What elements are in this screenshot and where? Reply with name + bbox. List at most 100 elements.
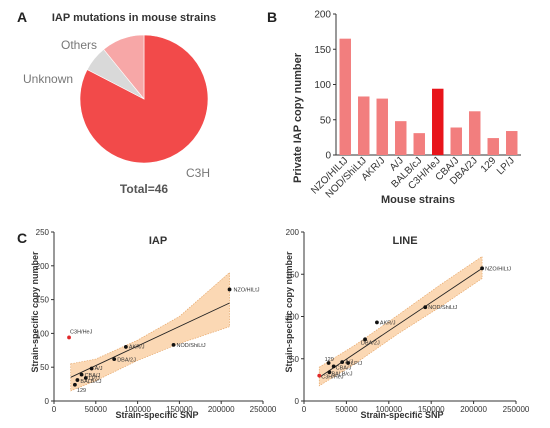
y-tick-label: 150 xyxy=(286,270,300,279)
point-label-cba-j: CBA/J xyxy=(336,365,352,371)
line-x-axis-title: Strain-specific SNP xyxy=(360,410,443,420)
point-label-lp-j: LP/J xyxy=(89,376,100,382)
x-tick-label: 50000 xyxy=(335,405,358,414)
point-lp-j xyxy=(346,361,350,365)
bar-x-axis-title: Mouse strains xyxy=(381,194,455,206)
confidence-band-area xyxy=(318,255,483,387)
y-tick-label: 0 xyxy=(45,397,50,406)
bar-y-tick-label: 100 xyxy=(314,80,331,91)
point-c3h-hej xyxy=(67,335,71,340)
x-tick-label: 50000 xyxy=(85,405,108,414)
point-label-129: 129 xyxy=(77,388,86,394)
line-fit-line xyxy=(319,267,483,378)
y-tick-label: 50 xyxy=(40,363,49,372)
point-label-lp-j: LP/J xyxy=(351,361,362,367)
y-tick-label: 150 xyxy=(36,296,50,305)
point-label-akr-j: AKR/J xyxy=(129,344,145,350)
pie-label-others: Others xyxy=(61,38,97,52)
bar-c3h-hej xyxy=(432,88,444,155)
point-label-akr-j: AKR/J xyxy=(380,320,396,326)
line-scatter-chart: LINE 0 50 100 150 200 0 50000 100000 150000 20000… xyxy=(284,228,530,420)
iap-fit-line xyxy=(70,302,230,378)
x-tick-label: 150000 xyxy=(166,405,193,414)
panel-letter-c: C xyxy=(17,230,27,246)
line-points: NZO/HILtJNOD/ShiLtJAKR/JDBA/2J129CBA/JA/… xyxy=(317,266,511,381)
point-label-nzo-hiltj: NZO/HILtJ xyxy=(485,266,511,272)
line-axes: 0 50 100 150 200 0 50000 100000 150000 200000 2500… xyxy=(286,228,530,414)
point-129 xyxy=(73,382,77,387)
pie-labels: C3H Unknown Others xyxy=(23,38,210,180)
point-label-balb-cj: BALB/cJ xyxy=(331,371,352,377)
x-tick-label: 0 xyxy=(302,405,307,414)
pie-chart: IAP mutations in mouse strains C3H Unknow… xyxy=(23,12,216,196)
panel-letter-b: B xyxy=(267,9,277,25)
point-nod-shiltj xyxy=(423,305,428,310)
point-label-c3h-hej: C3H/HeJ xyxy=(70,329,93,335)
point-label-nzo-hiltj: NZO/HILtJ xyxy=(234,287,260,293)
x-tick-label: 0 xyxy=(52,405,57,414)
bar-lp-j xyxy=(506,131,518,155)
pie-label-unknown: Unknown xyxy=(23,72,73,86)
y-tick-label: 0 xyxy=(295,397,300,406)
point-akr-j xyxy=(375,320,379,325)
point-c3h-hej xyxy=(317,373,322,378)
iap-confidence-band xyxy=(70,271,230,392)
point-balb-cj xyxy=(327,370,332,375)
point-label-nod-shiltj: NOD/ShiLtJ xyxy=(177,343,206,349)
bar-y-axis-title: Private IAP copy number xyxy=(292,52,304,183)
bar-x-tick-label-lp-j: LP/J xyxy=(495,155,517,177)
point-dba-2j xyxy=(112,357,117,361)
line-confidence-band xyxy=(318,255,483,387)
regression-line xyxy=(319,267,483,378)
point-label-nod-shiltj: NOD/ShiLtJ xyxy=(428,305,457,311)
x-tick-label: 250000 xyxy=(503,405,530,414)
iap-scatter-chart: IAP 0 50 100 150 200 250 0 50000 100000 150000 200… xyxy=(30,228,277,420)
bar-y-tick-label: 0 xyxy=(325,151,331,162)
bar-y-tick-label: 50 xyxy=(320,115,332,126)
x-tick-label: 200000 xyxy=(460,405,487,414)
iap-title: IAP xyxy=(149,235,167,247)
pie-title: IAP mutations in mouse strains xyxy=(52,12,216,24)
line-title: LINE xyxy=(392,235,417,247)
point-a-j xyxy=(340,360,345,365)
panel-letter-a: A xyxy=(17,9,27,25)
bar-dba-2j xyxy=(469,111,481,155)
point-label-balb-cj: BALB/cJ xyxy=(80,379,101,385)
point-dba-2j xyxy=(363,337,367,342)
y-tick-label: 100 xyxy=(36,329,50,338)
bar-a-j xyxy=(395,121,407,155)
iap-x-axis-title: Strain-specific SNP xyxy=(115,410,198,420)
point-label-c3h-hej: C3H/HeJ xyxy=(321,375,344,381)
pie-label-c3h: C3H xyxy=(186,166,210,180)
point-label-129: 129 xyxy=(325,357,334,363)
point-nod-shiltj xyxy=(171,342,176,347)
bar-x-tick-label-129: 129 xyxy=(479,155,499,175)
pie-slice-others xyxy=(103,34,145,100)
point-label-cba-j: CBA/J xyxy=(85,373,101,379)
point-cba-j xyxy=(331,364,336,369)
point-cba-j xyxy=(79,372,84,377)
bar-129 xyxy=(487,138,499,155)
point-label-a-j: A/J xyxy=(95,366,103,372)
point-label-dba-2j: DBA/2J xyxy=(117,358,136,364)
point-label-dba-2j: DBA/2J xyxy=(361,340,380,346)
line-y-axis-title: Strain-specific copy number xyxy=(284,251,294,373)
y-tick-label: 200 xyxy=(286,228,300,237)
bar-bars xyxy=(339,38,518,155)
point-akr-j xyxy=(123,345,128,349)
point-nzo-hiltj xyxy=(227,287,232,292)
point-balb-cj xyxy=(75,378,80,382)
pie-slices xyxy=(79,34,209,164)
y-tick-label: 50 xyxy=(290,355,299,364)
point-lp-j xyxy=(83,376,88,380)
bar-nod-shiltj xyxy=(358,96,370,155)
point-nzo-hiltj xyxy=(480,266,484,271)
confidence-band-area xyxy=(70,271,230,392)
bar-nzo-hiltj xyxy=(339,38,351,155)
x-tick-label: 100000 xyxy=(375,405,402,414)
y-tick-label: 100 xyxy=(286,313,300,322)
bar-balb-cj xyxy=(413,133,425,155)
y-tick-label: 200 xyxy=(36,262,50,271)
iap-points: NZO/HILtJ NOD/ShiLtJ AKR/J DBA/2J A/JCBA/JLP… xyxy=(67,287,260,394)
